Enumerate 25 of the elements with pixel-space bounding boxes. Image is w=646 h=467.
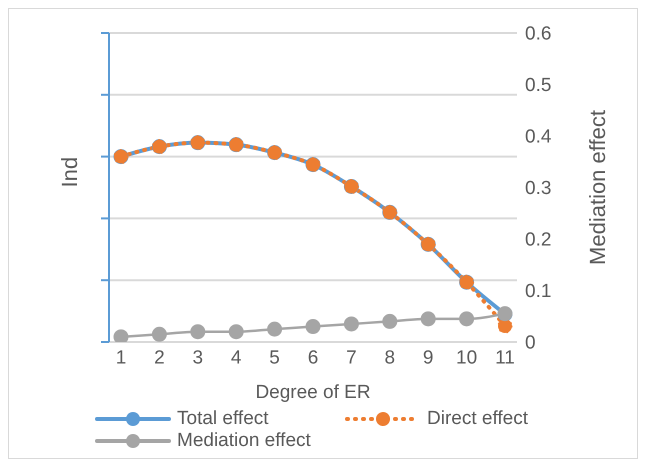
y-axis-title: Ind [56, 156, 82, 188]
x-tick-label: 4 [230, 347, 242, 368]
y2-tick-label: 0.4 [525, 126, 552, 148]
y2-tick-label: 0 [525, 332, 536, 354]
y2-tick-label: 0.1 [525, 281, 552, 302]
legend-label: Direct effect [427, 408, 528, 430]
y2-tick-label: 0.3 [525, 178, 552, 200]
legend-label: Total effect [177, 408, 269, 430]
x-axis-title: Degree of ER [255, 382, 371, 403]
x-tick-label: 9 [422, 347, 434, 368]
x-tick-label: 5 [269, 347, 280, 368]
x-tick-label: 10 [456, 347, 478, 368]
point [498, 318, 512, 334]
y2-tick-label: 0.6 [525, 24, 552, 45]
x-tick-label: 3 [192, 347, 204, 368]
x-tick-label: 11 [495, 347, 515, 368]
y2-tick-label: 0.2 [525, 230, 552, 251]
x-tick-label: 8 [384, 347, 396, 368]
x-tick-label: 7 [346, 347, 357, 368]
x-tick-label: 2 [154, 347, 165, 368]
legend-label: Mediation effect [177, 430, 311, 452]
x-tick-label: 1 [116, 347, 126, 368]
y2-tick-label: 0.5 [525, 75, 552, 96]
y2-axis-title: Mediation effect [584, 110, 610, 265]
x-tick-label: 6 [308, 347, 318, 368]
